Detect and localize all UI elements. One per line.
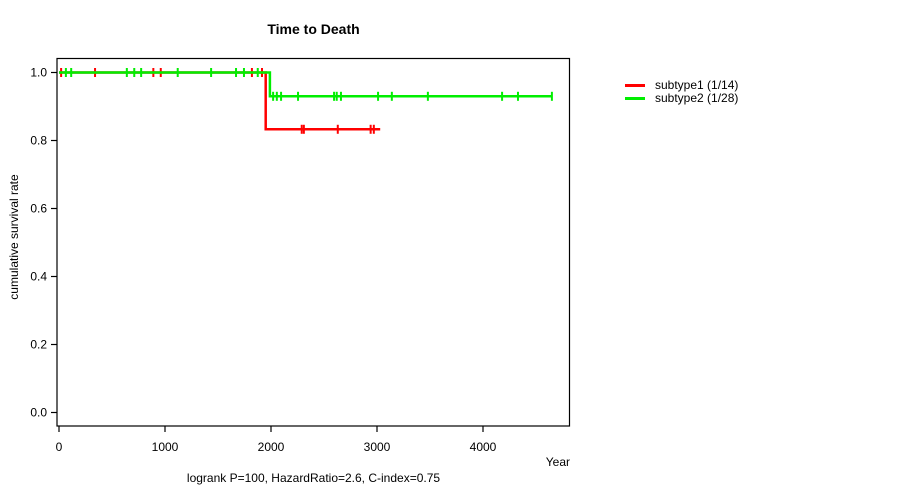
y-axis-label: cumulative survival rate xyxy=(7,174,21,300)
y-tick-label: 1.0 xyxy=(30,66,47,80)
x-axis-label: Year xyxy=(545,455,570,469)
chart-title: Time to Death xyxy=(267,21,360,37)
legend: subtype1 (1/14) subtype2 (1/28) xyxy=(625,79,738,105)
x-tick-label: 4000 xyxy=(470,440,497,454)
survival-curve-1 xyxy=(59,71,381,131)
legend-line-subtype2 xyxy=(625,97,645,100)
survival-curve-2 xyxy=(59,71,552,98)
plot-box xyxy=(56,57,571,427)
x-tick-label: 2000 xyxy=(258,440,285,454)
x-tick-label: 3000 xyxy=(364,440,391,454)
annotation-text: logrank P=100, HazardRatio=2.6, C-index=… xyxy=(186,471,441,485)
y-tick-label: 0.6 xyxy=(30,202,47,216)
y-tick-label: 0.0 xyxy=(30,406,47,420)
y-tick-label: 0.4 xyxy=(30,270,47,284)
legend-item-subtype1: subtype1 (1/14) xyxy=(625,79,738,92)
y-tick-label: 0.2 xyxy=(30,338,47,352)
legend-label-subtype2: subtype2 (1/28) xyxy=(655,91,739,105)
x-tick-label: 0 xyxy=(56,440,63,454)
y-tick-label: 0.8 xyxy=(30,134,47,148)
legend-line-subtype1 xyxy=(625,84,645,87)
legend-item-subtype2: subtype2 (1/28) xyxy=(625,92,738,105)
x-tick-label: 1000 xyxy=(152,440,179,454)
legend-label-subtype1: subtype1 (1/14) xyxy=(655,78,739,92)
